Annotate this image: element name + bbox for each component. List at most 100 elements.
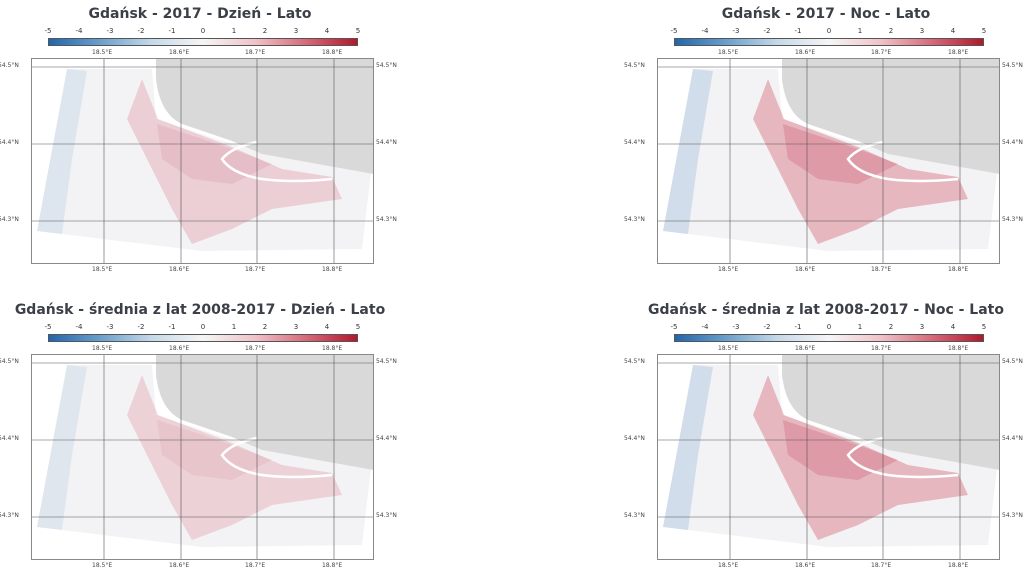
- colorbar-tick-label: 2: [262, 27, 268, 35]
- map-area: [31, 58, 374, 264]
- colorbar: [48, 38, 358, 46]
- cool-anomaly-region: [663, 69, 713, 234]
- colorbar-tick-label: -2: [763, 323, 771, 331]
- warm-anomaly-core: [783, 420, 898, 480]
- data-footprint: [37, 69, 372, 251]
- river-line: [846, 436, 959, 479]
- lon-label-top: 18.7°E: [871, 49, 892, 56]
- lon-label-top: 18.8°E: [948, 49, 969, 56]
- lat-label-left: 54.3°N: [624, 216, 645, 223]
- colorbar-tick-label: 5: [355, 27, 361, 35]
- lat-label-left: 54.5°N: [624, 62, 645, 69]
- river-line: [220, 140, 333, 183]
- lat-label-right: 54.4°N: [376, 435, 397, 442]
- lon-label-top: 18.8°E: [948, 345, 969, 352]
- colorbar-tick-label: -3: [106, 27, 114, 35]
- lon-label-top: 18.5°E: [718, 345, 739, 352]
- lon-label-bottom: 18.6°E: [169, 266, 190, 273]
- heatmap-layer: [658, 355, 999, 559]
- lon-label-top: 18.5°E: [92, 345, 113, 352]
- lat-label-left: 54.5°N: [624, 358, 645, 365]
- lat-label-right: 54.5°N: [376, 358, 397, 365]
- lon-label-bottom: 18.8°E: [948, 562, 969, 569]
- data-footprint: [37, 365, 372, 547]
- lon-label-bottom: 18.6°E: [795, 266, 816, 273]
- data-footprint: [663, 69, 998, 251]
- colorbar-tick-label: 1: [857, 323, 863, 331]
- colorbar-tick-label: 4: [324, 323, 330, 331]
- colorbar-tick-label: -1: [168, 27, 176, 35]
- colorbar-tick-label: 1: [857, 27, 863, 35]
- lat-label-left: 54.5°N: [0, 358, 19, 365]
- colorbar: [674, 38, 984, 46]
- lon-label-top: 18.6°E: [795, 49, 816, 56]
- lat-label-right: 54.4°N: [376, 139, 397, 146]
- colorbar-tick-label: 2: [888, 323, 894, 331]
- lat-label-left: 54.4°N: [624, 435, 645, 442]
- lon-label-top: 18.5°E: [718, 49, 739, 56]
- lon-label-bottom: 18.5°E: [92, 266, 113, 273]
- colorbar-tick-label: -3: [106, 323, 114, 331]
- lat-label-right: 54.3°N: [1002, 216, 1023, 223]
- cool-anomaly-region: [663, 365, 713, 530]
- lat-label-right: 54.4°N: [1002, 435, 1023, 442]
- lat-label-left: 54.4°N: [0, 435, 19, 442]
- colorbar-tick-label: 0: [826, 27, 832, 35]
- lat-label-left: 54.4°N: [0, 139, 19, 146]
- lon-label-bottom: 18.5°E: [718, 562, 739, 569]
- heatmap-layer: [32, 355, 373, 559]
- lat-label-right: 54.5°N: [1002, 358, 1023, 365]
- lat-label-right: 54.3°N: [376, 216, 397, 223]
- lon-label-bottom: 18.7°E: [871, 266, 892, 273]
- lon-label-top: 18.5°E: [92, 49, 113, 56]
- colorbar-tick-label: -2: [137, 27, 145, 35]
- colorbar-tick-label: 3: [293, 27, 299, 35]
- lat-label-left: 54.3°N: [624, 512, 645, 519]
- panel-avg-night: Gdańsk - średnia z lat 2008-2017 - Noc -…: [624, 296, 1024, 584]
- colorbar-tick-label: -1: [794, 27, 802, 35]
- colorbar: [48, 334, 358, 342]
- heatmap-layer: [32, 59, 373, 263]
- colorbar-tick-label: -4: [701, 27, 709, 35]
- lon-label-bottom: 18.6°E: [169, 562, 190, 569]
- cool-anomaly-region: [37, 69, 87, 234]
- colorbar-tick-label: 3: [919, 27, 925, 35]
- lon-label-bottom: 18.8°E: [322, 562, 343, 569]
- land-mask: [782, 355, 999, 470]
- panel-title: Gdańsk - 2017 - Dzień - Lato: [88, 6, 312, 22]
- panel-avg-day: Gdańsk - średnia z lat 2008-2017 - Dzień…: [0, 296, 400, 584]
- colorbar-tick-label: -4: [701, 323, 709, 331]
- colorbar-tick-label: 4: [950, 27, 956, 35]
- colorbar-tick-label: 2: [262, 323, 268, 331]
- colorbar-tick-label: 5: [981, 323, 987, 331]
- colorbar-tick-label: -4: [75, 27, 83, 35]
- land-mask: [156, 59, 373, 174]
- panel-title: Gdańsk - 2017 - Noc - Lato: [721, 6, 931, 22]
- lon-label-bottom: 18.6°E: [795, 562, 816, 569]
- data-footprint: [663, 365, 998, 547]
- colorbar-tick-label: 3: [919, 323, 925, 331]
- river-line: [220, 436, 333, 479]
- colorbar-tick-label: 0: [200, 323, 206, 331]
- lat-label-right: 54.3°N: [1002, 512, 1023, 519]
- colorbar-tick-label: 4: [324, 27, 330, 35]
- colorbar-tick-label: 4: [950, 323, 956, 331]
- lat-label-left: 54.3°N: [0, 512, 19, 519]
- colorbar-tick-label: -5: [44, 323, 52, 331]
- colorbar-tick-label: -1: [794, 323, 802, 331]
- lat-label-right: 54.4°N: [1002, 139, 1023, 146]
- map-area: [31, 354, 374, 560]
- colorbar-tick-label: 0: [826, 323, 832, 331]
- colorbar-tick-label: -5: [670, 27, 678, 35]
- lon-label-bottom: 18.5°E: [92, 562, 113, 569]
- colorbar-tick-label: -5: [44, 27, 52, 35]
- lon-label-top: 18.7°E: [245, 345, 266, 352]
- map-area: [657, 354, 1000, 560]
- panel-title: Gdańsk - średnia z lat 2008-2017 - Dzień…: [14, 302, 386, 318]
- river-line: [846, 140, 959, 183]
- colorbar: [674, 334, 984, 342]
- lon-label-bottom: 18.5°E: [718, 266, 739, 273]
- colorbar-tick-label: -3: [732, 27, 740, 35]
- lon-label-bottom: 18.7°E: [245, 562, 266, 569]
- colorbar-tick-label: -4: [75, 323, 83, 331]
